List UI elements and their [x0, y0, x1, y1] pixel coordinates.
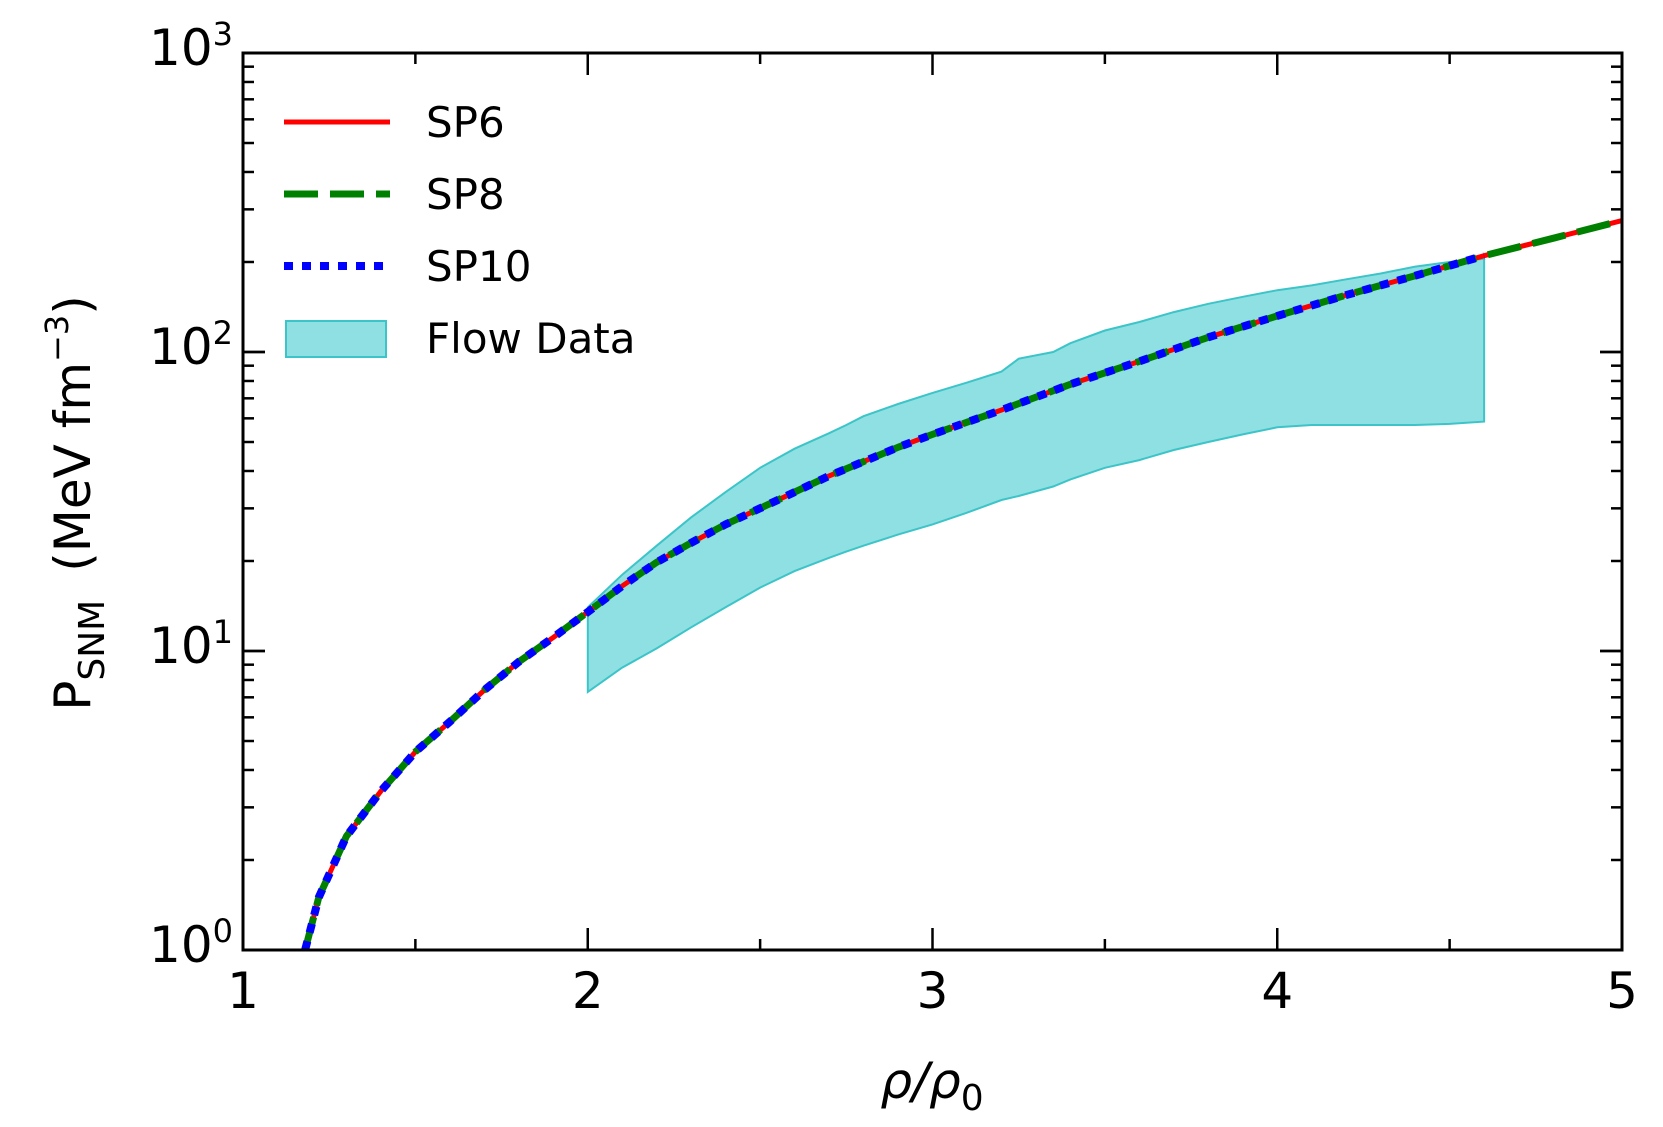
x-tick-label: 4 [1261, 962, 1293, 1020]
legend-item-sp6: SP6 [284, 98, 505, 147]
y-tick-label: 102 [149, 314, 233, 376]
legend-item-flow-data: Flow Data [285, 314, 636, 363]
legend: SP6 SP8 SP10 Flow Data [284, 98, 636, 363]
x-tick-label: 1 [227, 962, 259, 1020]
legend-label: SP6 [426, 98, 505, 147]
x-axis-label: ρ/ρ0 [880, 1052, 983, 1119]
x-tick-label: 5 [1606, 962, 1638, 1020]
axis-ticks [241, 51, 1624, 952]
y-axis-label-text: PSNM(MeV fm−3) [38, 295, 113, 711]
tick-labels: 1 2 3 4 5 100 101 102 103 [149, 15, 1638, 1020]
x-tick-label: 2 [572, 962, 604, 1020]
y-axis-label: PSNM(MeV fm−3) [38, 295, 113, 711]
legend-label: SP8 [426, 170, 505, 219]
x-tick-label: 3 [917, 962, 949, 1020]
y-tick-label: 101 [149, 613, 233, 675]
series-line-sp10 [301, 251, 1486, 950]
y-tick-label: 103 [149, 15, 233, 77]
flow-data-band [586, 257, 1486, 694]
legend-item-sp10: SP10 [284, 242, 531, 291]
legend-label: Flow Data [426, 314, 636, 363]
plot-area [301, 217, 1622, 950]
y-tick-label: 100 [149, 912, 233, 974]
legend-swatch [285, 320, 387, 358]
legend-item-sp8: SP8 [284, 170, 505, 219]
legend-label: SP10 [426, 242, 531, 291]
